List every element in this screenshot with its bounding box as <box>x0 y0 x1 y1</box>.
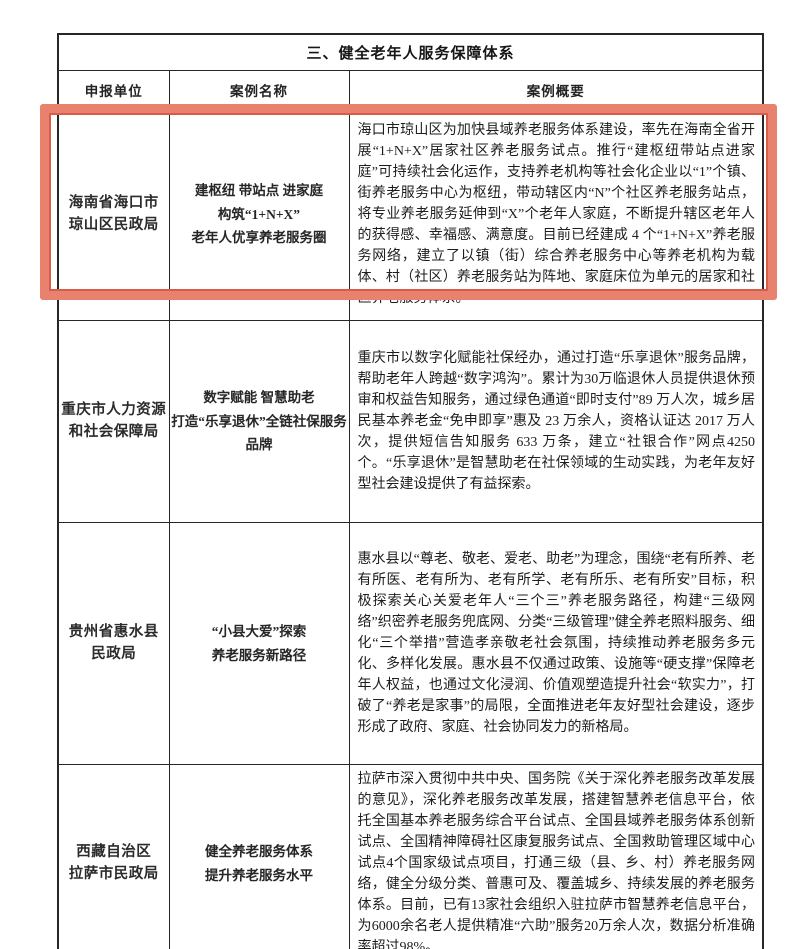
table-row-haikou-qiongshan: 海南省海口市 琼山区民政局 建枢纽 带站点 进家庭 构筑“1+N+X” 老年人优… <box>57 108 764 321</box>
column-header-case-name: 案例名称 <box>168 70 350 109</box>
summary-cell: 拉萨市深入贯彻中共中央、国务院《关于深化养老服务改革发展的意见》，深化养老服务改… <box>348 764 764 949</box>
org-cell: 海南省海口市 琼山区民政局 <box>57 108 170 321</box>
table-row-huishui: 贵州省惠水县 民政局 “小县大爱”探索 养老服务新路径 惠水县以“尊老、敬老、爱… <box>57 522 764 765</box>
column-header-summary: 案例概要 <box>348 70 764 109</box>
table-row-lhasa: 西藏自治区 拉萨市民政局 健全养老服务体系 提升养老服务水平 拉萨市深入贯彻中共… <box>57 764 764 949</box>
case-name-cell: 建枢纽 带站点 进家庭 构筑“1+N+X” 老年人优享养老服务圈 <box>168 108 350 321</box>
case-name-cell: 数字赋能 智慧助老 打造“乐享退休”全链社保服务品牌 <box>168 320 350 523</box>
case-table: 三、健全老年人服务保障体系 申报单位 案例名称 案例概要 海南省海口市 琼山区民… <box>57 33 764 949</box>
org-cell: 重庆市人力资源 和社会保障局 <box>57 320 170 523</box>
summary-cell: 海口市琼山区为加快县域养老服务体系建设，率先在海南全省开展“1+N+X”居家社区… <box>348 108 764 321</box>
table-title: 三、健全老年人服务保障体系 <box>57 33 764 71</box>
summary-cell: 重庆市以数字化赋能社保经办，通过打造“乐享退休”服务品牌，帮助老年人跨越“数字鸿… <box>348 320 764 523</box>
summary-cell: 惠水县以“尊老、敬老、爱老、助老”为理念，围绕“老有所养、老有所医、老有所为、老… <box>348 522 764 765</box>
table-row-chongqing: 重庆市人力资源 和社会保障局 数字赋能 智慧助老 打造“乐享退休”全链社保服务品… <box>57 320 764 523</box>
case-name-cell: 健全养老服务体系 提升养老服务水平 <box>168 764 350 949</box>
case-name-cell: “小县大爱”探索 养老服务新路径 <box>168 522 350 765</box>
org-cell: 西藏自治区 拉萨市民政局 <box>57 764 170 949</box>
table-header-row: 申报单位 案例名称 案例概要 <box>57 70 764 109</box>
column-header-org: 申报单位 <box>57 70 170 109</box>
org-cell: 贵州省惠水县 民政局 <box>57 522 170 765</box>
table-title-row: 三、健全老年人服务保障体系 <box>57 33 764 71</box>
